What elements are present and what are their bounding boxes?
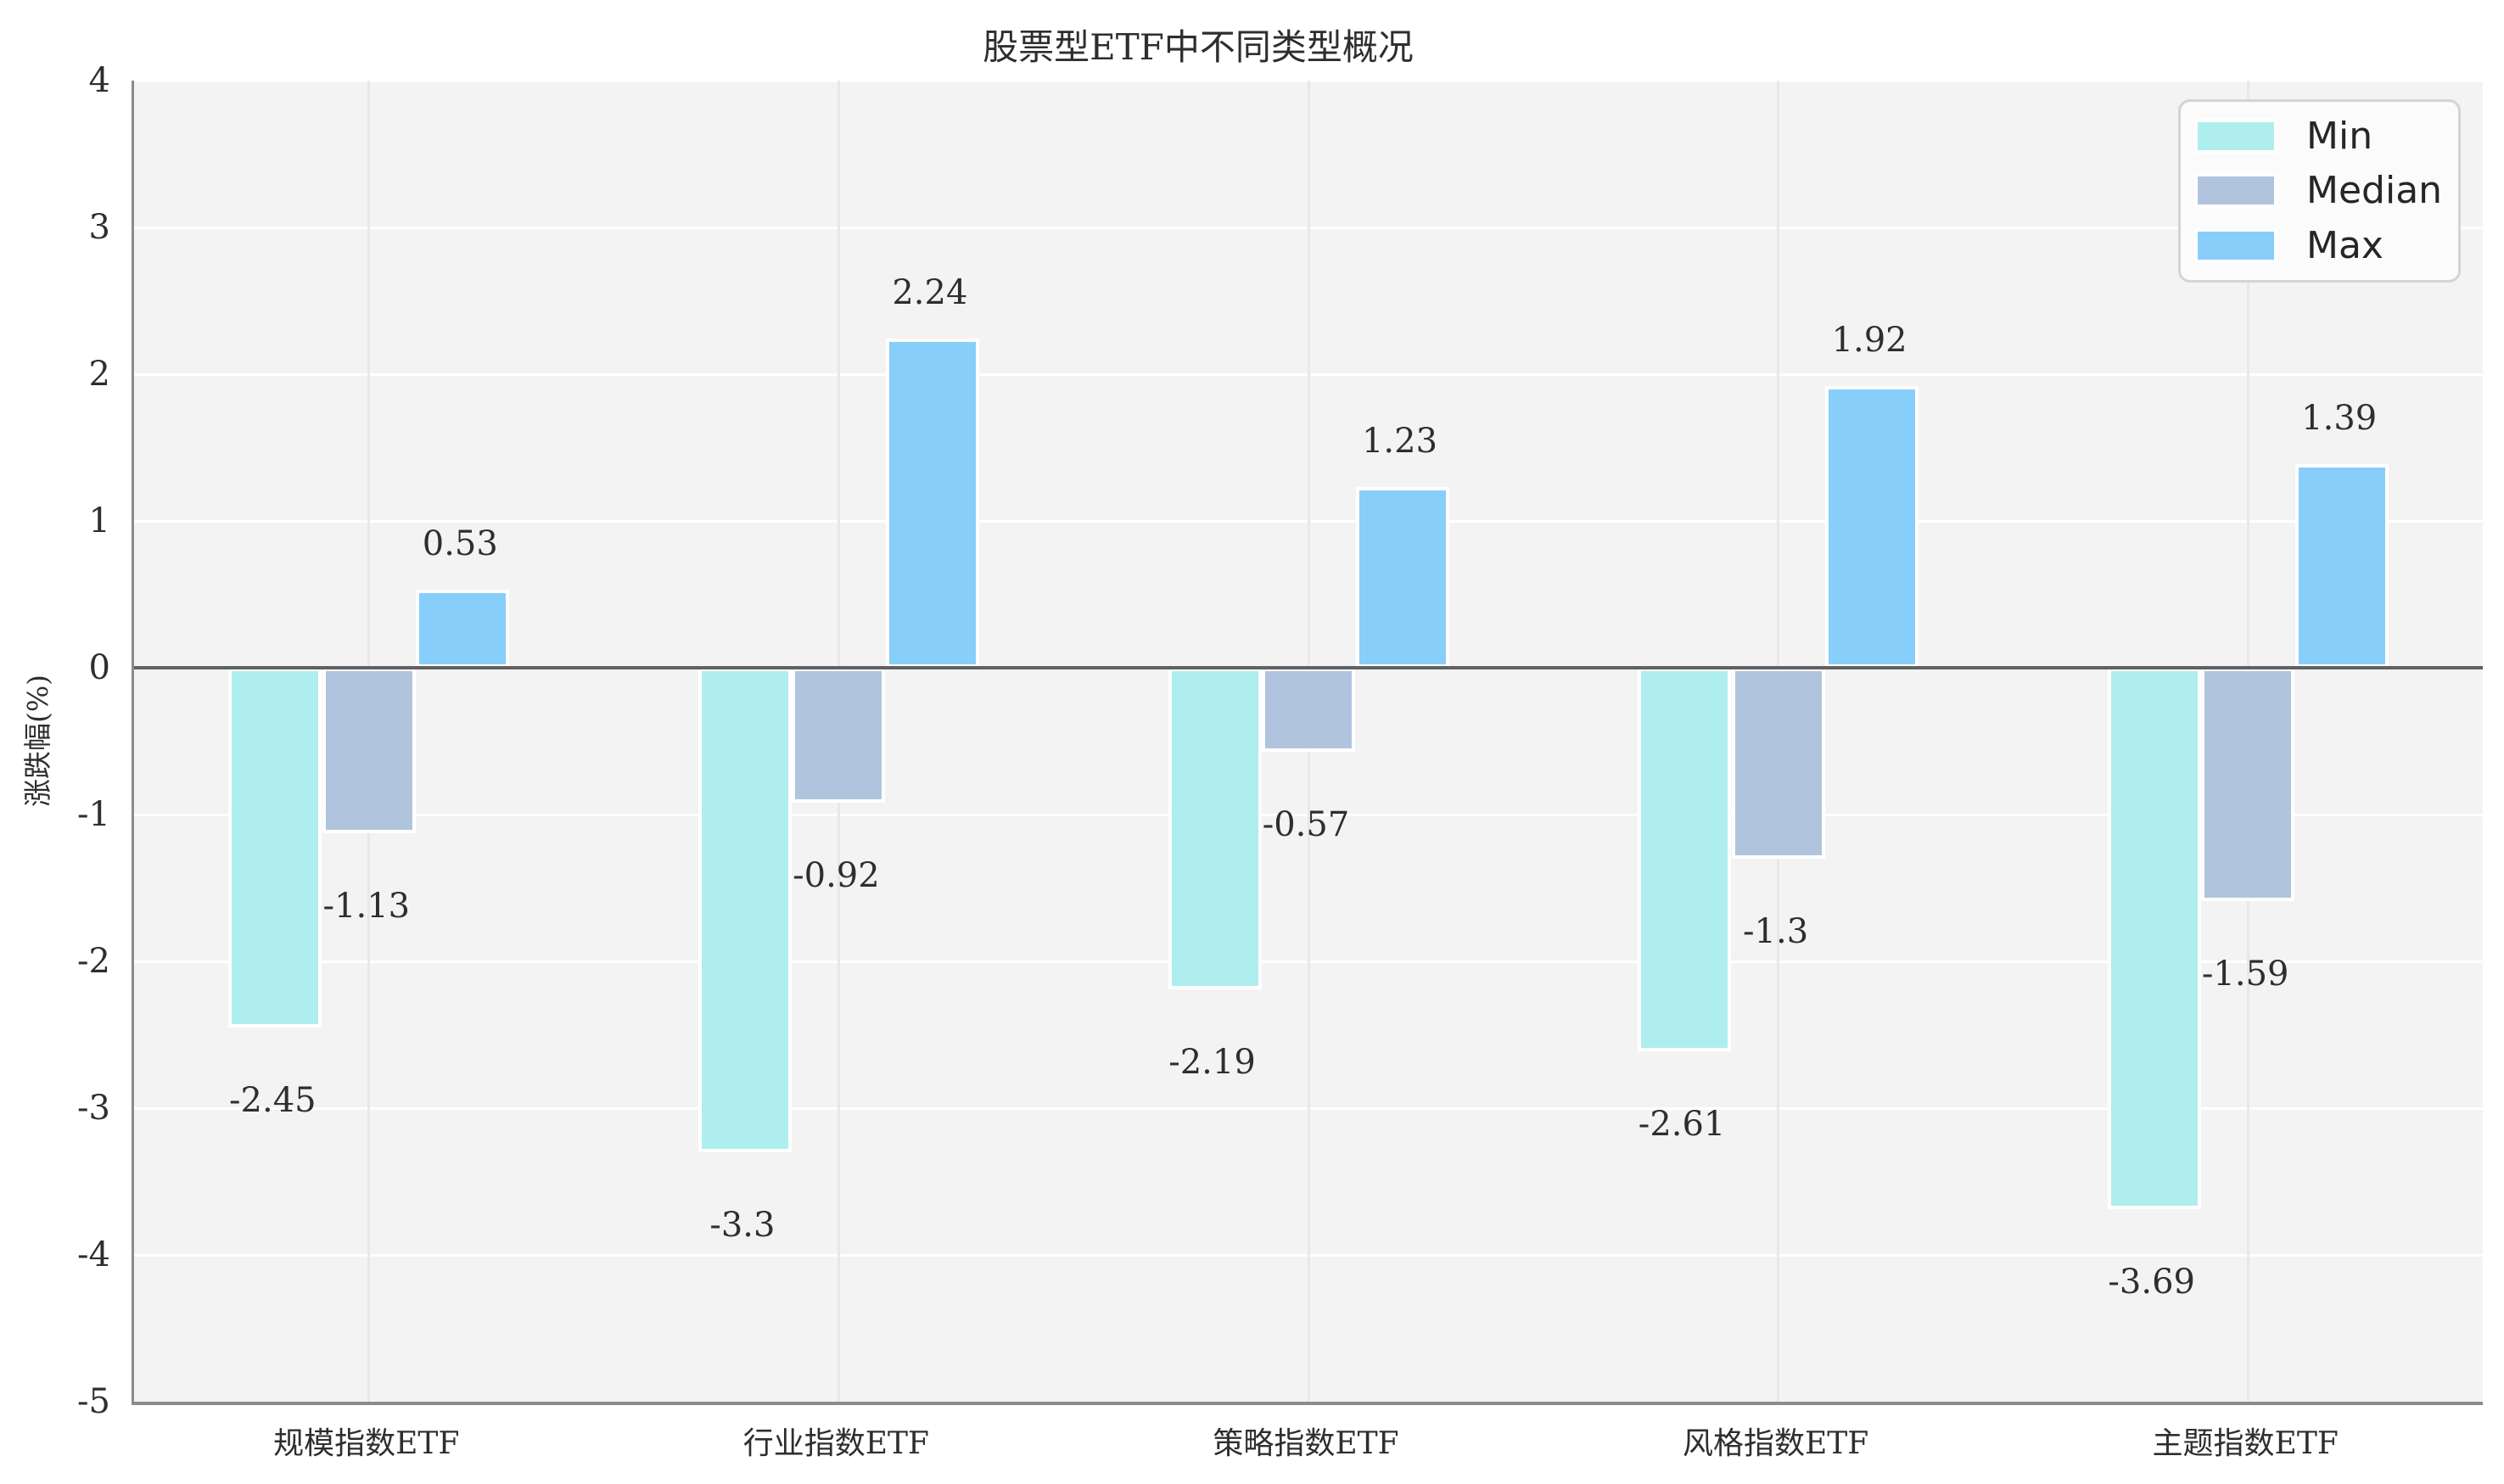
bar-value-label: 2.24 — [892, 273, 968, 313]
bar-value-label: -0.92 — [793, 856, 880, 896]
y-tick-label: -5 — [77, 1382, 110, 1421]
bar-value-label: -3.69 — [2108, 1263, 2195, 1302]
y-tick-label: -1 — [77, 795, 110, 834]
legend-item-max: Max — [2194, 224, 2458, 267]
y-tick-label: -4 — [77, 1235, 110, 1274]
legend-item-min: Min — [2194, 115, 2458, 158]
bar-max-3 — [1355, 487, 1449, 668]
y-tick-label: 2 — [88, 355, 110, 394]
bar-value-label: 1.23 — [1361, 422, 1438, 462]
legend-label-median: Median — [2306, 169, 2443, 213]
legend-label-min: Min — [2306, 114, 2373, 158]
bar-max-1 — [416, 590, 510, 668]
bar-value-label: 1.39 — [2301, 398, 2378, 438]
bar-max-5 — [2294, 463, 2389, 668]
y-tick-label: 0 — [88, 648, 110, 687]
bar-max-4 — [1825, 385, 1919, 668]
bar-value-label: -2.61 — [1638, 1104, 1726, 1144]
bar-value-label: -1.59 — [2201, 955, 2289, 994]
bar-min-2 — [697, 668, 792, 1152]
legend: Min Median Max — [2178, 99, 2461, 283]
y-tick-label: -2 — [77, 942, 110, 981]
bar-value-label: -3.3 — [709, 1205, 776, 1245]
y-tick-label: 4 — [88, 61, 110, 100]
bar-median-3 — [1262, 668, 1355, 752]
bar-value-label: -0.57 — [1262, 804, 1350, 844]
legend-item-median: Median — [2194, 169, 2458, 212]
bar-median-2 — [792, 668, 886, 804]
legend-swatch-min — [2194, 118, 2277, 154]
plot-area — [132, 79, 2483, 1405]
bar-min-4 — [1638, 668, 1732, 1051]
bar-median-1 — [322, 668, 416, 834]
x-tick-label: 策略指数ETF — [1213, 1426, 1399, 1461]
x-tick-label: 风格指数ETF — [1682, 1426, 1869, 1461]
y-tick-label: -3 — [77, 1089, 110, 1128]
bar-value-label: 0.53 — [422, 524, 498, 564]
legend-swatch-max — [2194, 228, 2277, 264]
y-tick-label: 1 — [88, 501, 110, 540]
bar-median-5 — [2201, 668, 2295, 902]
bar-value-label: -1.13 — [322, 887, 411, 927]
bar-value-label: 1.92 — [1831, 320, 1907, 360]
bar-value-label: -1.3 — [1743, 911, 1809, 951]
bar-min-3 — [1168, 668, 1262, 989]
y-axis-label: 涨跌幅(%) — [21, 674, 54, 808]
bar-min-5 — [2107, 668, 2201, 1210]
bar-value-label: -2.45 — [229, 1080, 317, 1120]
x-tick-label: 主题指数ETF — [2152, 1426, 2339, 1461]
bar-value-label: -2.19 — [1168, 1042, 1256, 1082]
bar-min-1 — [228, 668, 322, 1028]
legend-swatch-median — [2194, 173, 2277, 209]
x-tick-label: 行业指数ETF — [742, 1426, 930, 1461]
legend-label-max: Max — [2306, 224, 2384, 268]
zero-line — [134, 666, 2483, 669]
chart-title: 股票型ETF中不同类型概况 — [983, 26, 1414, 68]
x-tick-label: 规模指数ETF — [273, 1426, 460, 1461]
y-tick-label: 3 — [88, 208, 110, 247]
bar-max-2 — [885, 339, 979, 668]
bar-median-4 — [1731, 668, 1825, 859]
